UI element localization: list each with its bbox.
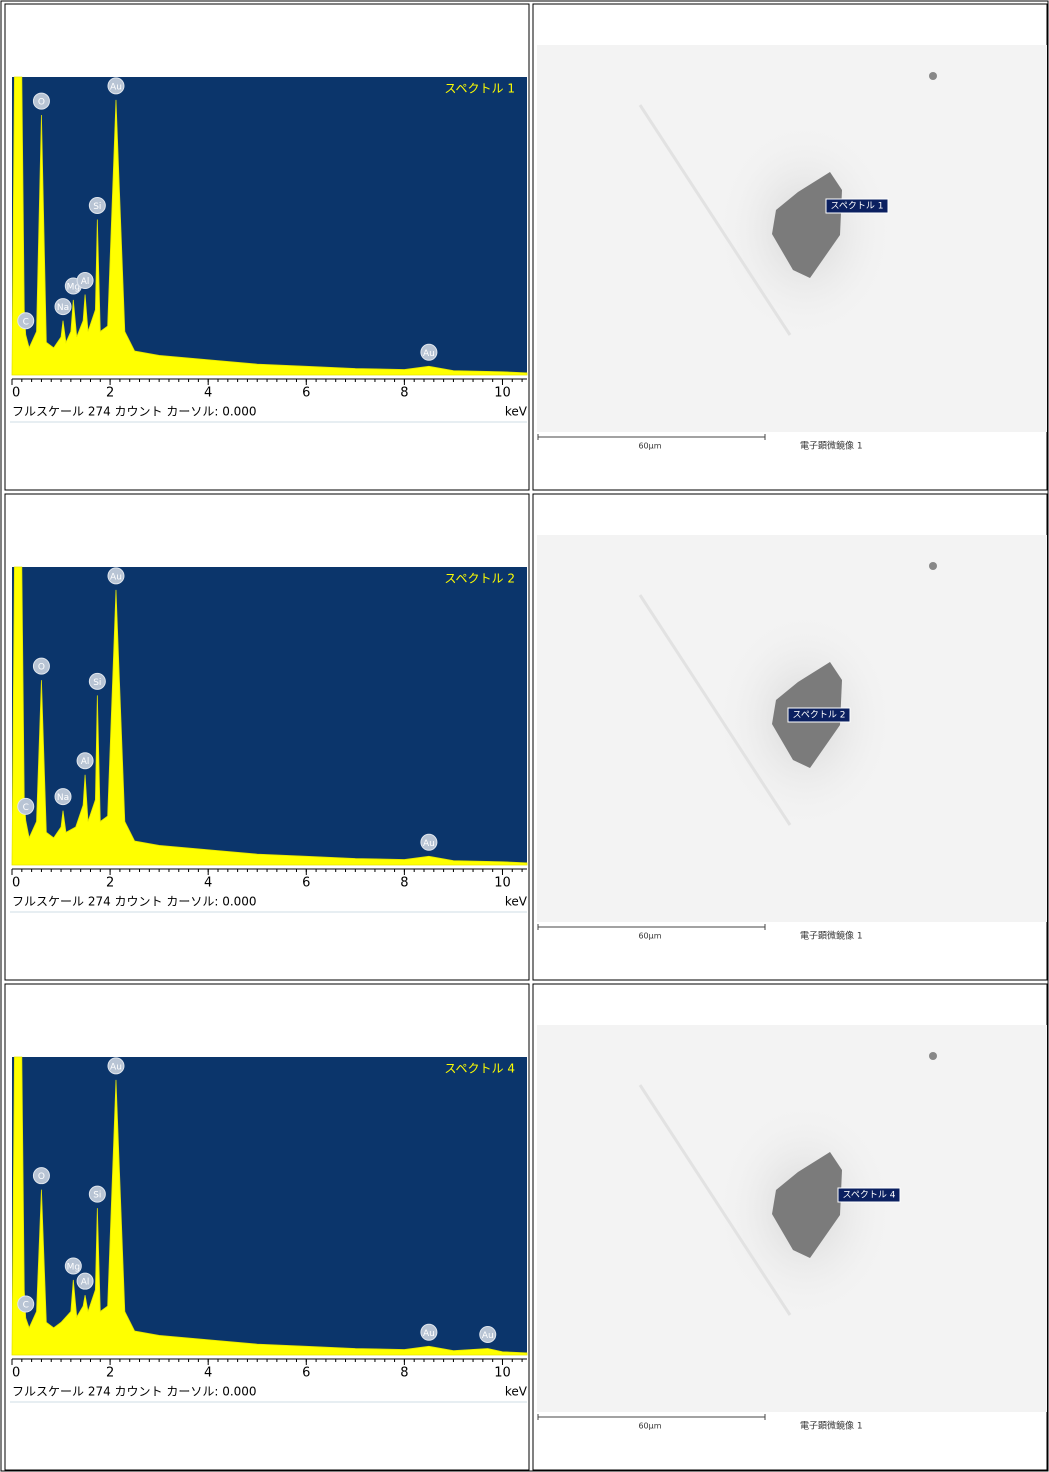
image-caption: 電子顕微鏡像 1 xyxy=(800,930,863,942)
peak-label: Al xyxy=(81,1278,90,1288)
x-tick-label: 2 xyxy=(106,386,114,401)
spectrum-title: スペクトル 1 xyxy=(444,82,515,96)
x-axis-label: keV xyxy=(505,895,528,909)
x-axis-label: keV xyxy=(505,405,528,419)
peak-label: Au xyxy=(110,1062,122,1072)
peak-marker xyxy=(420,833,438,851)
x-tick-label: 2 xyxy=(106,876,114,891)
sem-label: スペクトル 2 xyxy=(793,710,846,721)
peak-marker xyxy=(54,298,72,316)
scale-label: 60μm xyxy=(638,932,661,941)
peak-label: Na xyxy=(57,793,69,803)
x-tick-label: 8 xyxy=(400,876,408,891)
peak-marker xyxy=(107,1057,125,1075)
x-tick-label: 0 xyxy=(12,876,20,891)
sem-streak xyxy=(638,594,792,826)
peak-label: Al xyxy=(81,277,90,287)
peak-marker xyxy=(76,752,94,770)
peak-marker xyxy=(32,92,50,110)
x-tick-label: 4 xyxy=(204,1366,212,1381)
spectrum-title: スペクトル 2 xyxy=(444,572,515,586)
peak-label: Au xyxy=(423,1329,435,1339)
peak-marker xyxy=(107,567,125,585)
sem-streak xyxy=(638,104,792,336)
x-axis-label: keV xyxy=(505,1385,528,1399)
peak-label: Al xyxy=(81,757,90,767)
sem-label-box xyxy=(825,198,889,214)
peak-marker xyxy=(17,312,35,330)
spectrum-area xyxy=(11,1056,528,1356)
peak-label: Au xyxy=(423,839,435,849)
peak-marker xyxy=(32,1167,50,1185)
spectrum-footer: フルスケール 274 カウント カーソル: 0.000 xyxy=(12,1385,257,1399)
image-caption: 電子顕微鏡像 1 xyxy=(800,440,863,452)
peak-label: Si xyxy=(93,678,101,688)
x-tick-label: 0 xyxy=(12,386,20,401)
x-tick-label: 0 xyxy=(12,1366,20,1381)
sem-label-box xyxy=(787,707,851,723)
sem-speck xyxy=(929,72,937,80)
peak-marker xyxy=(17,1295,35,1313)
spectrum-footer: フルスケール 274 カウント カーソル: 0.000 xyxy=(12,895,257,909)
peak-label: Au xyxy=(423,349,435,359)
scale-label: 60μm xyxy=(638,442,661,451)
x-tick-label: 8 xyxy=(400,386,408,401)
peak-marker xyxy=(479,1325,497,1343)
peak-marker xyxy=(107,77,125,95)
sem-speck xyxy=(929,562,937,570)
peak-marker xyxy=(420,343,438,361)
x-tick-label: 4 xyxy=(204,876,212,891)
peak-marker xyxy=(32,657,50,675)
x-tick-label: 2 xyxy=(106,1366,114,1381)
spectrum-area xyxy=(11,76,528,376)
sem-streak xyxy=(638,1084,792,1316)
x-tick-label: 8 xyxy=(400,1366,408,1381)
peak-marker xyxy=(64,1257,82,1275)
peak-label: Au xyxy=(110,572,122,582)
sem-particle xyxy=(772,172,842,278)
x-tick-label: 6 xyxy=(302,1366,310,1381)
sem-particle xyxy=(772,1152,842,1258)
peak-marker xyxy=(420,1323,438,1341)
sem-label: スペクトル 1 xyxy=(831,201,884,212)
peak-label: Mg xyxy=(67,1262,80,1272)
sem-speck xyxy=(929,1052,937,1060)
peak-label: Mg xyxy=(67,282,80,292)
spectrum-title: スペクトル 4 xyxy=(444,1062,515,1076)
peak-marker xyxy=(88,672,106,690)
peak-marker xyxy=(76,1272,94,1290)
peak-label: C xyxy=(23,1301,29,1311)
x-tick-label: 4 xyxy=(204,386,212,401)
peak-label: Au xyxy=(110,82,122,92)
peak-label: O xyxy=(38,98,45,108)
peak-marker xyxy=(88,1185,106,1203)
x-tick-label: 6 xyxy=(302,876,310,891)
peak-label: Au xyxy=(482,1331,494,1341)
image-caption: 電子顕微鏡像 1 xyxy=(800,1420,863,1432)
x-tick-label: 10 xyxy=(494,386,511,401)
peak-label: C xyxy=(23,803,29,813)
peak-marker xyxy=(17,797,35,815)
peak-label: O xyxy=(38,1172,45,1182)
spectrum-footer: フルスケール 274 カウント カーソル: 0.000 xyxy=(12,405,257,419)
peak-label: C xyxy=(23,317,29,327)
peak-marker xyxy=(76,272,94,290)
peak-label: Si xyxy=(93,1191,101,1201)
peak-label: Si xyxy=(93,202,101,212)
x-tick-label: 10 xyxy=(494,876,511,891)
x-tick-label: 6 xyxy=(302,386,310,401)
peak-label: O xyxy=(38,663,45,673)
peak-marker xyxy=(88,196,106,214)
sem-label-box xyxy=(837,1187,901,1203)
peak-label: Na xyxy=(57,303,69,313)
scale-label: 60μm xyxy=(638,1422,661,1431)
spectrum-area xyxy=(11,566,528,866)
sem-label: スペクトル 4 xyxy=(843,1190,896,1201)
x-tick-label: 10 xyxy=(494,1366,511,1381)
peak-marker xyxy=(54,788,72,806)
